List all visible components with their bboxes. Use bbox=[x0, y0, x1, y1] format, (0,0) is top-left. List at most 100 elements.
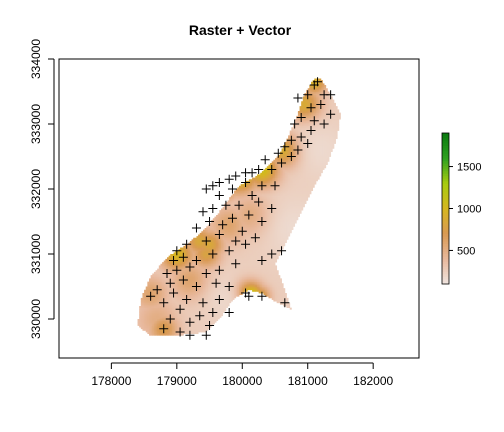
raster-cell bbox=[165, 260, 168, 263]
raster-cell bbox=[160, 265, 163, 268]
raster-cell bbox=[207, 232, 210, 235]
raster-cell bbox=[266, 192, 269, 195]
raster-cell bbox=[186, 302, 189, 305]
raster-cell bbox=[211, 289, 214, 292]
raster-cell bbox=[270, 197, 273, 200]
raster-cell bbox=[194, 263, 197, 266]
raster-cell bbox=[270, 169, 273, 172]
raster-cell bbox=[258, 281, 261, 284]
raster-cell bbox=[167, 286, 170, 289]
raster-cell bbox=[196, 262, 199, 265]
raster-cell bbox=[258, 211, 261, 214]
raster-cell bbox=[253, 239, 256, 242]
raster-cell bbox=[152, 304, 155, 307]
raster-cell bbox=[230, 284, 233, 287]
raster-cell bbox=[257, 284, 260, 287]
raster-cell bbox=[260, 192, 263, 195]
raster-cell bbox=[188, 296, 191, 299]
raster-cell bbox=[167, 258, 170, 261]
raster-cell bbox=[219, 286, 222, 289]
raster-cell bbox=[212, 304, 215, 307]
raster-cell bbox=[173, 328, 176, 331]
raster-cell bbox=[171, 263, 174, 266]
raster-cell bbox=[181, 328, 184, 331]
raster-cell bbox=[250, 280, 253, 283]
raster-cell bbox=[180, 304, 183, 307]
raster-cell bbox=[183, 332, 186, 335]
raster-cell bbox=[275, 211, 278, 214]
raster-cell bbox=[198, 319, 201, 322]
raster-cell bbox=[216, 291, 219, 294]
raster-cell bbox=[199, 299, 202, 302]
raster-cell bbox=[168, 294, 171, 297]
raster-cell bbox=[255, 200, 258, 203]
raster-cell bbox=[270, 293, 273, 296]
raster-cell bbox=[270, 228, 273, 231]
raster-cell bbox=[247, 236, 250, 239]
raster-cell bbox=[196, 236, 199, 239]
raster-cell bbox=[201, 244, 204, 247]
raster-cell bbox=[214, 314, 217, 317]
raster-cell bbox=[203, 232, 206, 235]
raster-cell bbox=[212, 281, 215, 284]
raster-cell bbox=[237, 247, 240, 250]
raster-cell bbox=[219, 257, 222, 260]
raster-cell bbox=[243, 193, 246, 196]
raster-cell bbox=[185, 323, 188, 326]
raster-cell bbox=[217, 244, 220, 247]
raster-cell bbox=[185, 275, 188, 278]
raster-cell bbox=[209, 263, 212, 266]
raster-cell bbox=[266, 200, 269, 203]
raster-cell bbox=[178, 273, 181, 276]
raster-cell bbox=[266, 176, 269, 179]
raster-cell bbox=[227, 268, 230, 271]
raster-cell bbox=[265, 229, 268, 232]
raster-cell bbox=[237, 208, 240, 211]
raster-cell bbox=[191, 273, 194, 276]
raster-cell bbox=[186, 244, 189, 247]
raster-cell bbox=[167, 293, 170, 296]
raster-cell bbox=[152, 320, 155, 323]
raster-cell bbox=[243, 241, 246, 244]
raster-cell bbox=[188, 284, 191, 287]
raster-cell bbox=[162, 294, 165, 297]
raster-cell bbox=[225, 203, 228, 206]
raster-cell bbox=[266, 171, 269, 174]
raster-cell bbox=[224, 296, 227, 299]
raster-cell bbox=[240, 190, 243, 193]
raster-cell bbox=[162, 291, 165, 294]
raster-cell bbox=[168, 284, 171, 287]
raster-cell bbox=[224, 257, 227, 260]
raster-cell bbox=[252, 177, 255, 180]
raster-cell bbox=[203, 267, 206, 270]
raster-cell bbox=[275, 280, 278, 283]
raster-cell bbox=[165, 270, 168, 273]
raster-cell bbox=[265, 228, 268, 231]
raster-cell bbox=[243, 284, 246, 287]
raster-cell bbox=[258, 236, 261, 239]
raster-cell bbox=[247, 193, 250, 196]
raster-cell bbox=[242, 239, 245, 242]
raster-cell bbox=[168, 319, 171, 322]
raster-cell bbox=[245, 180, 248, 183]
raster-cell bbox=[247, 263, 250, 266]
raster-cell bbox=[222, 221, 225, 224]
raster-cell bbox=[144, 306, 147, 309]
raster-cell bbox=[252, 203, 255, 206]
raster-cell bbox=[144, 317, 147, 320]
raster-cell bbox=[252, 195, 255, 198]
raster-cell bbox=[273, 163, 276, 166]
raster-cell bbox=[255, 244, 258, 247]
raster-cell bbox=[257, 271, 260, 274]
raster-cell bbox=[196, 302, 199, 305]
raster-cell bbox=[271, 276, 274, 279]
raster-cell bbox=[209, 252, 212, 255]
raster-cell bbox=[168, 263, 171, 266]
raster-cell bbox=[181, 276, 184, 279]
raster-cell bbox=[240, 187, 243, 190]
raster-cell bbox=[221, 306, 224, 309]
raster-cell bbox=[203, 315, 206, 318]
raster-cell bbox=[234, 198, 237, 201]
raster-cell bbox=[240, 234, 243, 237]
raster-cell bbox=[273, 161, 276, 164]
